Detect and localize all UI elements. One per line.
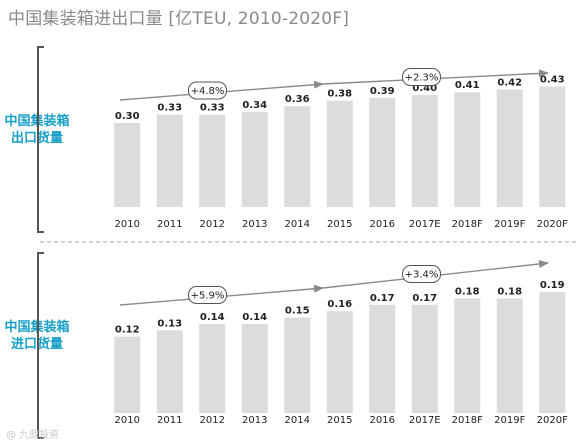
bar-2012 [199, 323, 226, 413]
bar-2010 [114, 123, 141, 207]
tick-label-2010: 2010 [115, 219, 140, 230]
watermark: @ 九鼎投资 [6, 430, 60, 441]
value-label-2010: 0.12 [115, 325, 140, 336]
tick-label-2020F: 2020F [537, 219, 568, 230]
value-label-2019F: 0.18 [497, 286, 522, 297]
tick-label-2012: 2012 [200, 219, 225, 230]
bar-2017E [411, 304, 438, 413]
tick-label-2011: 2011 [157, 415, 182, 426]
value-label-2019F: 0.42 [497, 77, 522, 88]
bar-2020F [539, 292, 566, 413]
value-label-2014: 0.36 [285, 94, 310, 105]
value-label-2016: 0.39 [370, 86, 395, 97]
bar-2014 [284, 317, 311, 413]
tick-label-2014: 2014 [285, 219, 310, 230]
value-label-2013: 0.14 [242, 312, 267, 323]
value-label-2012: 0.14 [200, 312, 225, 323]
tick-label-2011: 2011 [157, 219, 182, 230]
tick-label-2019F: 2019F [494, 415, 525, 426]
tick-label-2015: 2015 [327, 219, 352, 230]
value-label-2011: 0.33 [157, 103, 182, 114]
value-label-2012: 0.33 [200, 103, 225, 114]
cagr-label-2: +2.3% [405, 73, 439, 84]
tick-label-2018F: 2018F [452, 415, 483, 426]
panel-bracket [37, 252, 44, 439]
bar-2015 [326, 100, 353, 207]
tick-label-2018F: 2018F [452, 219, 483, 230]
value-label-2015: 0.38 [327, 89, 352, 100]
bar-2011 [156, 330, 183, 413]
bar-2017E [411, 95, 438, 207]
bar-2010 [114, 336, 141, 413]
value-label-2016: 0.17 [370, 293, 395, 304]
bar-2020F [539, 86, 566, 207]
import-volume-label: 中国集装箱进口货量 [4, 320, 70, 352]
bar-2011 [156, 114, 183, 207]
tick-label-2017E: 2017E [409, 219, 441, 230]
value-label-2018F: 0.18 [455, 286, 480, 297]
cagr-pill-2 [402, 265, 441, 283]
chart-panel-2: 0.12 2010 0.13 2011 0.14 2012 0.14 2013 0.15 2014… [37, 252, 568, 439]
tick-label-2010: 2010 [115, 415, 140, 426]
value-label-2015: 0.16 [327, 299, 352, 310]
tick-label-2016: 2016 [370, 415, 395, 426]
value-label-2020F: 0.43 [540, 75, 565, 86]
tick-label-2017E: 2017E [409, 415, 441, 426]
tick-label-2012: 2012 [200, 415, 225, 426]
cagr-pill-1 [188, 286, 227, 304]
cagr-pill-1 [188, 81, 227, 100]
bar-2015 [326, 311, 353, 413]
value-label-2017E: 0.40 [412, 83, 437, 94]
cagr-label-2: +3.4% [405, 270, 439, 281]
bar-2016 [369, 97, 396, 207]
tick-label-2014: 2014 [285, 415, 310, 426]
tick-label-2013: 2013 [242, 415, 267, 426]
bar-2019F [496, 298, 523, 413]
value-label-2014: 0.15 [285, 306, 310, 317]
panel-bracket [37, 46, 44, 233]
bar-2014 [284, 106, 311, 207]
bar-2012 [199, 114, 226, 207]
tick-label-2016: 2016 [370, 219, 395, 230]
cagr-label-1: +5.9% [191, 291, 225, 302]
bar-2019F [496, 89, 523, 207]
tick-label-2015: 2015 [327, 415, 352, 426]
tick-label-2019F: 2019F [494, 219, 525, 230]
bar-2016 [369, 304, 396, 413]
bar-2018F [454, 92, 481, 207]
value-label-2011: 0.13 [157, 318, 182, 329]
export-volume-label: 中国集装箱出口货量 [4, 114, 70, 146]
cagr-label-1: +4.8% [191, 86, 225, 97]
tick-label-2020F: 2020F [537, 415, 568, 426]
cagr-pill-2 [402, 68, 441, 86]
bar-2013 [241, 111, 268, 207]
chart-panel-1: 0.30 2010 0.33 2011 0.33 2012 0.34 2013 0.36 2014… [37, 46, 568, 233]
tick-label-2013: 2013 [242, 219, 267, 230]
value-label-2020F: 0.19 [540, 280, 565, 291]
bar-2013 [241, 323, 268, 413]
value-label-2010: 0.30 [115, 111, 140, 122]
value-label-2018F: 0.41 [455, 80, 480, 91]
value-label-2017E: 0.17 [412, 293, 437, 304]
value-label-2013: 0.34 [242, 100, 267, 111]
bar-2018F [454, 298, 481, 413]
page-title: 中国集装箱进出口量 [亿TEU, 2010-2020F] [8, 9, 350, 29]
